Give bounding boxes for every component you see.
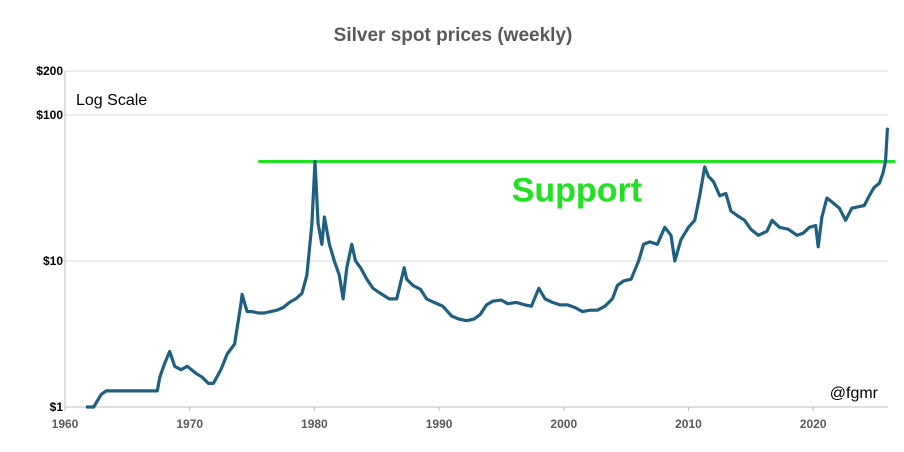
x-tick-label: 1990 [426, 417, 453, 431]
y-tick-label: $200 [36, 64, 63, 78]
series-line [85, 127, 889, 409]
log-scale-note: Log Scale [76, 92, 147, 109]
x-tick-labels: 1960 1970 1980 1990 2000 2010 2020 [52, 407, 827, 431]
y-tick-label: $10 [43, 254, 63, 268]
y-tick-label: $1 [50, 400, 64, 414]
credit-label: @fgmr [830, 385, 879, 402]
y-gridlines [65, 70, 888, 262]
x-tick-label: 1970 [176, 417, 203, 431]
x-tick-label: 1960 [52, 417, 79, 431]
chart-title: Silver spot prices (weekly) [334, 25, 573, 46]
series-layer [85, 127, 889, 409]
support-label: Support [512, 172, 642, 210]
x-tick-label: 2000 [550, 417, 577, 431]
x-tick-label: 2010 [675, 417, 702, 431]
x-tick-label: 1980 [301, 417, 328, 431]
support-annotation: Support [258, 160, 896, 210]
y-tick-label: $100 [36, 108, 63, 122]
x-tick-label: 2020 [800, 417, 827, 431]
y-tick-labels: $1 $10 $100 $200 [36, 64, 63, 414]
